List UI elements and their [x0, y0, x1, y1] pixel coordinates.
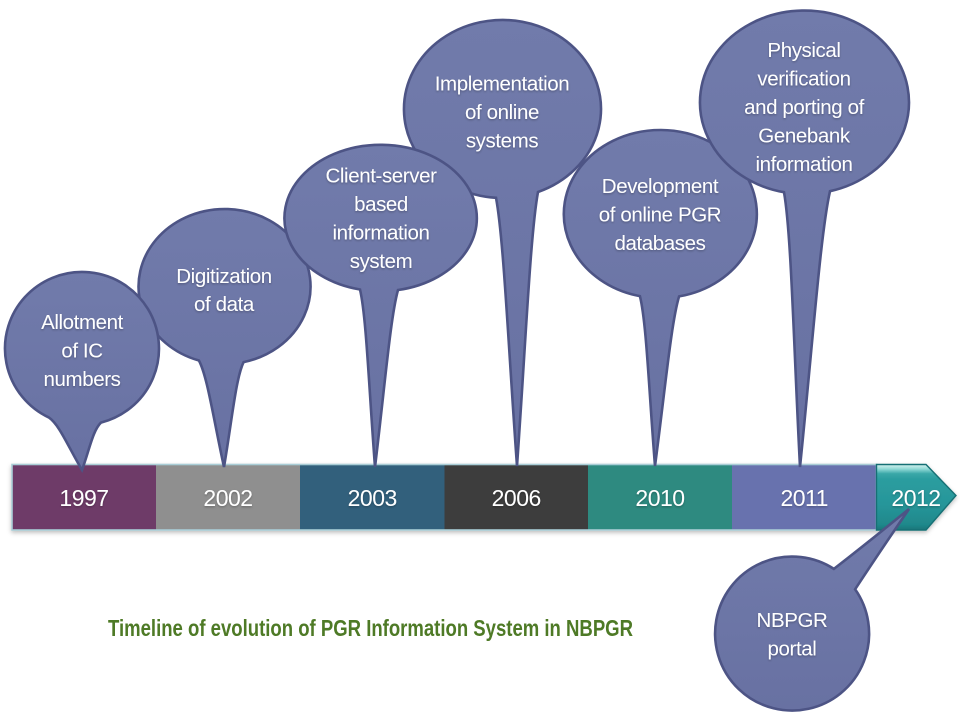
svg-text:Client-server: Client-server — [326, 165, 438, 188]
svg-text:2012: 2012 — [891, 485, 940, 511]
svg-text:of IC: of IC — [61, 340, 103, 363]
svg-text:of online: of online — [465, 101, 539, 124]
svg-text:1997: 1997 — [59, 485, 108, 511]
svg-text:information: information — [332, 221, 429, 244]
svg-text:portal: portal — [768, 638, 817, 661]
svg-text:Digitization: Digitization — [176, 265, 271, 288]
svg-text:2011: 2011 — [780, 485, 827, 511]
svg-text:2010: 2010 — [635, 485, 684, 511]
svg-text:and porting of: and porting of — [744, 96, 864, 119]
svg-text:Physical: Physical — [767, 39, 840, 62]
svg-text:2006: 2006 — [492, 485, 541, 511]
svg-text:Genebank: Genebank — [758, 124, 851, 147]
svg-text:numbers: numbers — [44, 368, 121, 391]
svg-text:2003: 2003 — [348, 485, 397, 511]
svg-text:Development: Development — [602, 175, 719, 198]
svg-text:systems: systems — [466, 129, 539, 152]
svg-text:verification: verification — [757, 68, 850, 91]
svg-text:information: information — [755, 153, 852, 176]
svg-text:of online PGR: of online PGR — [599, 203, 721, 226]
svg-text:Timeline of evolution of PGR I: Timeline of evolution of PGR Information… — [108, 615, 633, 641]
svg-text:Allotment: Allotment — [41, 311, 124, 334]
svg-text:databases: databases — [614, 232, 705, 255]
svg-text:Implementation: Implementation — [435, 73, 570, 96]
svg-text:NBPGR: NBPGR — [757, 609, 828, 632]
svg-text:system: system — [350, 250, 413, 273]
svg-text:of data: of data — [194, 293, 255, 316]
svg-text:2002: 2002 — [203, 485, 252, 511]
svg-text:based: based — [354, 193, 408, 216]
